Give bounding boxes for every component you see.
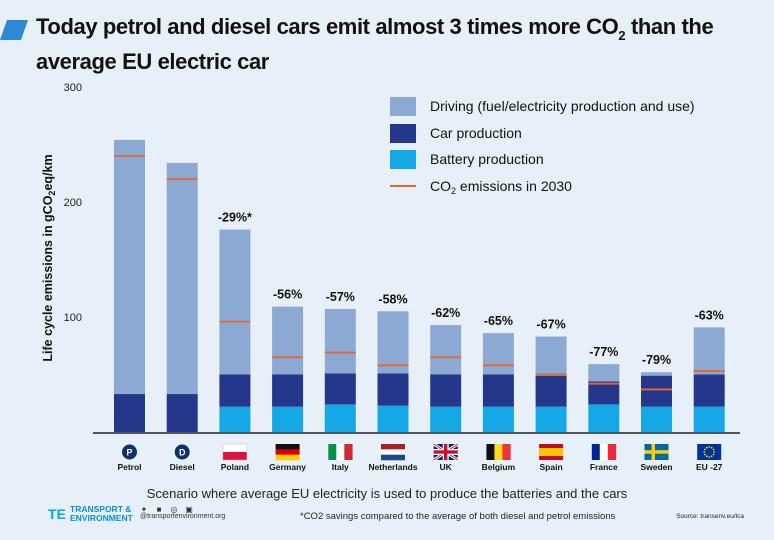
bar-battery-netherlands — [377, 405, 409, 432]
bar-driving-poland — [219, 229, 251, 375]
te-logo: TE TRANSPORT & ENVIRONMENT — [48, 505, 133, 523]
social-links: ✦ ■ ◎ ▣ @transportenvironment.org — [140, 504, 226, 521]
savings-label: -57% — [326, 290, 355, 304]
uk-flag-icon — [432, 442, 459, 462]
eu-flag-icon — [697, 444, 722, 460]
bar-car-italy — [324, 373, 356, 405]
netherlands-flag-icon — [381, 444, 405, 461]
svg-text:P: P — [126, 448, 132, 458]
bar-battery-eu-27 — [693, 406, 725, 432]
poland-flag-icon — [222, 443, 248, 461]
emissions-bar-chart: 100 200 300 Life cycle emissions in gCO2eq/… — [41, 82, 740, 472]
legend-swatch-driving — [390, 97, 416, 116]
bar-battery-belgium — [482, 406, 514, 432]
category-label: Petrol — [117, 462, 141, 472]
belgium-flag-icon — [486, 444, 511, 460]
bar-driving-france — [588, 364, 620, 382]
bar-battery-spain — [535, 406, 567, 432]
social-handle: @transportenvironment.org — [140, 513, 226, 520]
instagram-icon[interactable]: ◎ — [170, 504, 178, 514]
italy-flag-icon — [328, 444, 353, 460]
bar-driving-italy — [324, 308, 356, 374]
bar-car-germany — [272, 374, 304, 407]
bar-driving-netherlands — [377, 311, 409, 374]
category-label: Belgium — [482, 462, 516, 472]
bar-car-france — [588, 381, 620, 405]
svg-text:D: D — [179, 448, 186, 458]
source-note: Source: transenv.eu/lca — [676, 513, 744, 520]
title-accent-mark — [0, 20, 28, 40]
category-label: Poland — [221, 462, 249, 472]
savings-label: -62% — [431, 306, 460, 320]
category-label: EU -27 — [696, 462, 723, 472]
legend-label-co2-2030: CO2 emissions in 2030 — [430, 178, 572, 196]
chart-title: Today petrol and diesel cars emit almost… — [36, 14, 714, 74]
y-tick-label: 300 — [64, 82, 82, 94]
category-label: Spain — [540, 462, 563, 472]
bar-battery-uk — [430, 406, 462, 432]
savings-label: -56% — [273, 288, 302, 302]
bar-driving-diesel — [166, 162, 198, 395]
bar-car-uk — [430, 374, 462, 407]
sweden-flag-icon — [644, 444, 669, 460]
bar-car-belgium — [482, 374, 514, 407]
bar-battery-poland — [219, 406, 251, 432]
savings-label: -79% — [642, 353, 671, 367]
linkedin-icon[interactable]: ▣ — [185, 504, 193, 514]
bar-driving-uk — [430, 325, 462, 375]
savings-label: -29%* — [218, 211, 252, 225]
bar-driving-germany — [272, 306, 304, 375]
category-label: Italy — [332, 462, 349, 472]
bar-driving-belgium — [482, 333, 514, 375]
logo-line1: TRANSPORT & — [70, 504, 132, 514]
legend-swatch-battery — [390, 150, 416, 169]
bar-driving-eu-27 — [693, 327, 725, 375]
diesel-pump-icon: D — [174, 444, 190, 460]
bar-driving-spain — [535, 336, 567, 376]
bar-battery-france — [588, 404, 620, 432]
category-label: Germany — [269, 462, 306, 472]
savings-label: -67% — [537, 318, 566, 332]
facebook-icon[interactable]: ■ — [156, 504, 162, 514]
category-label: UK — [440, 462, 453, 472]
savings-label: -77% — [589, 345, 618, 359]
bar-car-petrol — [114, 394, 145, 432]
bar-driving-sweden — [641, 372, 672, 376]
france-flag-icon — [591, 444, 617, 460]
category-label: Sweden — [640, 462, 672, 472]
bar-car-spain — [535, 375, 567, 407]
category-label: France — [590, 462, 618, 472]
bar-car-poland — [219, 374, 251, 407]
y-tick-label: 200 — [64, 197, 82, 209]
savings-label: -63% — [695, 308, 724, 322]
footnote: *CO2 savings compared to the average of … — [300, 511, 616, 522]
category-label: Diesel — [170, 462, 195, 472]
petrol-pump-icon: P — [122, 444, 137, 460]
bar-car-netherlands — [377, 373, 409, 406]
twitter-icon[interactable]: ✦ — [140, 504, 148, 514]
scenario-caption: Scenario where average EU electricity is… — [146, 486, 628, 501]
te-logo-icon: TE — [48, 506, 66, 522]
bar-car-eu-27 — [693, 374, 725, 407]
savings-label: -58% — [378, 292, 407, 306]
legend-label: Car production — [430, 125, 522, 141]
bar-battery-italy — [324, 404, 356, 432]
y-tick-label: 100 — [64, 312, 82, 324]
legend-swatch-car — [390, 124, 416, 143]
legend-label: Driving (fuel/electricity production and… — [430, 98, 695, 114]
bar-battery-germany — [272, 406, 304, 432]
savings-label: -65% — [484, 314, 513, 328]
spain-flag-icon — [539, 444, 564, 460]
category-label: Netherlands — [368, 462, 417, 472]
bar-car-sweden — [641, 375, 672, 407]
germany-flag-icon — [275, 444, 300, 461]
legend-label: Battery production — [430, 151, 544, 167]
bar-car-diesel — [166, 394, 198, 432]
bar-driving-petrol — [114, 139, 145, 395]
bar-battery-sweden — [641, 406, 672, 432]
logo-line2: ENVIRONMENT — [70, 513, 133, 523]
y-axis-label: Life cycle emissions in gCO2eq/km — [41, 154, 57, 361]
